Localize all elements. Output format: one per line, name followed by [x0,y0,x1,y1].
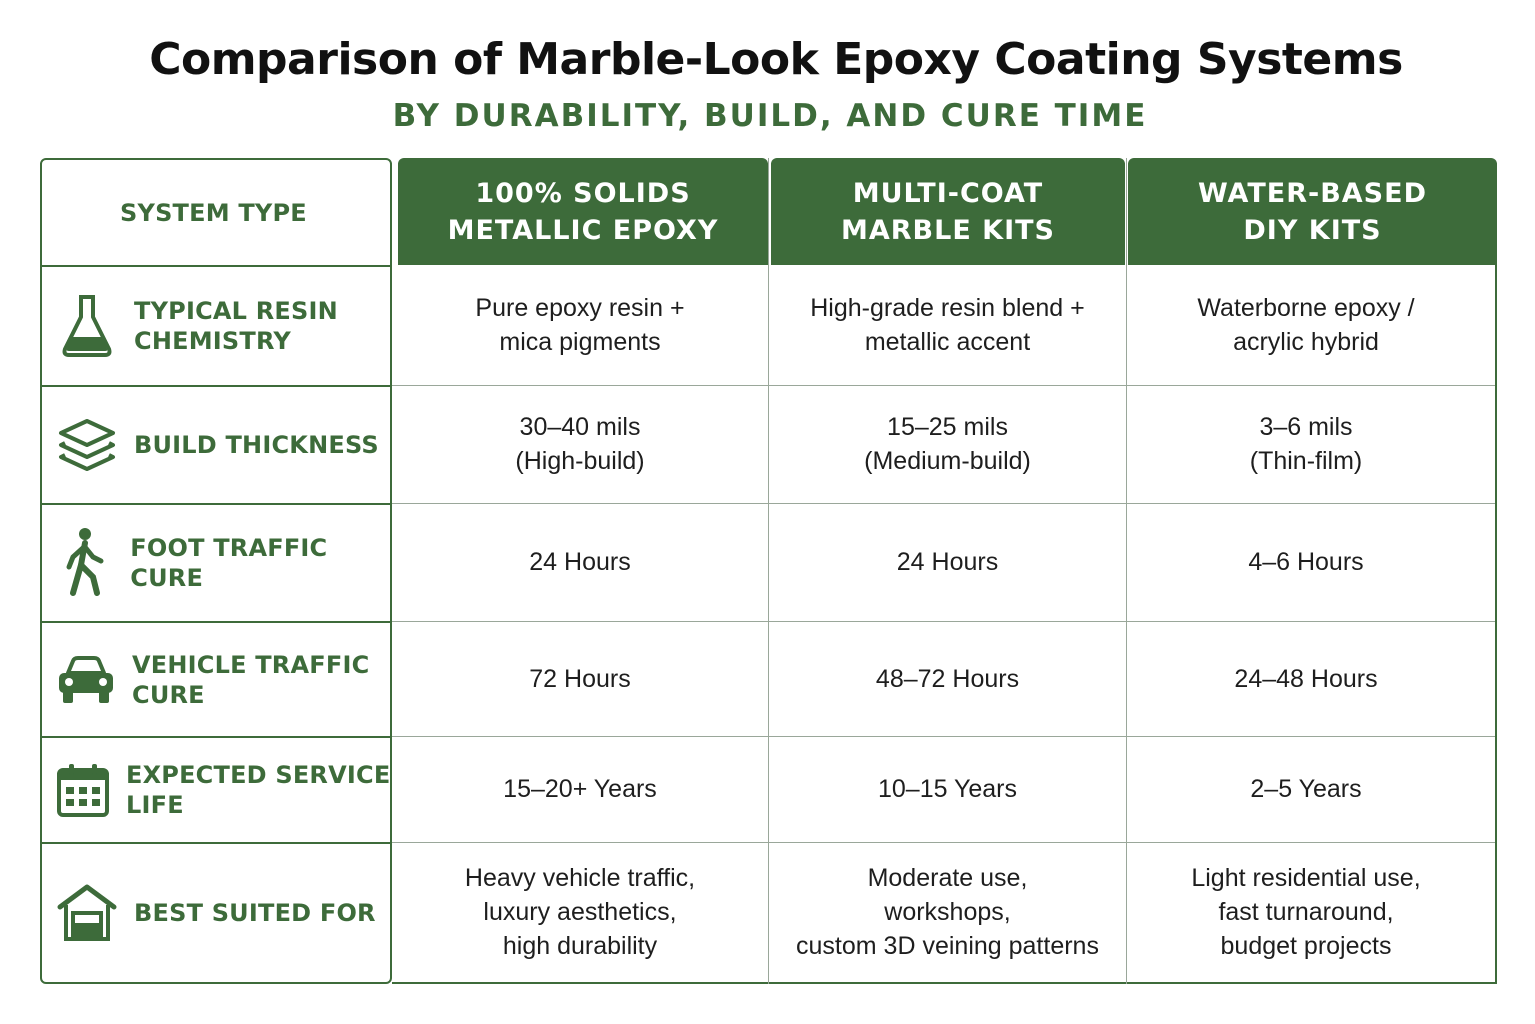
row-label-text: EXPECTED SERVICE LIFE [126,761,391,819]
row-divider [392,503,1495,504]
cell-thickness-multicoat: 15–25 mils (Medium-build) [769,385,1126,503]
cell-vehicle-waterbased: 24–48 Hours [1127,621,1485,736]
cell-line: luxury aesthetics, [483,898,677,926]
cell-line: Heavy vehicle traffic, [464,864,696,892]
cell-resin-waterbased: Waterborne epoxy / acrylic hybrid [1127,265,1485,385]
cell-line: mica pigments [499,328,661,356]
cell-line: acrylic hybrid [1233,328,1379,356]
cell-line: 72 Hours [529,664,631,693]
flask-icon [56,291,118,361]
cell-vehicle-multicoat: 48–72 Hours [769,621,1126,736]
cell-line: budget projects [1220,932,1392,960]
column-header-waterbased: WATER-BASED DIY KITS [1128,158,1497,265]
system-type-header: SYSTEM TYPE [42,160,392,267]
row-divider [392,736,1495,737]
calendar-icon [56,755,110,825]
cell-line: 24 Hours [529,548,631,576]
row-divider [392,842,1495,843]
cell-line: 15–25 mils [887,413,1008,441]
cell-line: 48–72 Hours [875,664,1020,693]
cell-resin-multicoat: High-grade resin blend + metallic accent [769,265,1126,385]
comparison-table: SYSTEM TYPE TYPICAL RESIN CHEMISTRY [40,158,1497,984]
column-header-line2: DIY KITS [1243,214,1382,246]
row-label-text: FOOT TRAFFIC CURE [130,534,328,592]
row-label-text: BUILD THICKNESS [134,431,379,459]
row-label-text: VEHICLE TRAFFIC CURE [132,650,370,709]
cell-suited-solids: Heavy vehicle traffic, luxury aesthetics… [392,842,768,982]
cell-line: Waterborne epoxy / [1197,294,1415,322]
walking-person-icon [56,528,114,598]
column-header-line2: MARBLE KITS [840,214,1055,246]
column-header-solids: 100% SOLIDS METALLIC EPOXY [398,158,768,265]
system-type-label: SYSTEM TYPE [120,198,307,227]
cell-foot-solids: 24 Hours [392,503,768,621]
cell-line: fast turnaround, [1218,898,1394,926]
cell-line: high durability [502,932,658,960]
cell-line: High-grade resin blend + [810,294,1085,322]
cell-line: 4–6 Hours [1248,548,1364,576]
cell-line: 24–48 Hours [1234,664,1378,693]
cell-line: metallic accent [864,328,1031,356]
column-header-multicoat: MULTI-COAT MARBLE KITS [771,158,1125,265]
cell-line: workshops, [884,898,1011,926]
data-grid: Pure epoxy resin + mica pigments High-gr… [392,158,1497,984]
cell-foot-multicoat: 24 Hours [769,503,1126,621]
cell-line: Moderate use, [867,864,1028,892]
cell-line: Pure epoxy resin + [475,294,685,322]
car-icon [56,645,116,715]
cell-line: 2–5 Years [1250,775,1362,803]
column-header-line2: METALLIC EPOXY [447,214,719,246]
column-divider [768,158,769,984]
cell-suited-multicoat: Moderate use, workshops, custom 3D veini… [769,842,1126,982]
row-label-resin-chemistry: TYPICAL RESIN CHEMISTRY [42,267,392,387]
page-subtitle: BY DURABILITY, BUILD, AND CURE TIME [392,98,1148,134]
cell-thickness-solids: 30–40 mils (High-build) [392,385,768,503]
cell-line: 3–6 mils [1259,413,1353,441]
row-label-line1: TYPICAL RESIN [134,297,338,325]
row-label-column: SYSTEM TYPE TYPICAL RESIN CHEMISTRY [40,158,392,984]
row-label-foot-traffic: FOOT TRAFFIC CURE [42,505,392,623]
cell-line: custom 3D veining patterns [796,932,1099,960]
column-header-line1: WATER-BASED [1197,177,1427,209]
row-label-service-life: EXPECTED SERVICE LIFE [42,738,392,844]
column-header-line1: MULTI-COAT [852,177,1044,209]
page-title: Comparison of Marble-Look Epoxy Coating … [149,34,1403,85]
cell-life-solids: 15–20+ Years [392,736,768,842]
cell-resin-solids: Pure epoxy resin + mica pigments [392,265,768,385]
cell-line: 30–40 mils [519,413,641,441]
column-divider [1126,158,1127,984]
row-label-line2: CHEMISTRY [134,327,291,355]
cell-foot-waterbased: 4–6 Hours [1127,503,1485,621]
cell-line: Light residential use, [1191,864,1421,892]
cell-line: (Thin-film) [1249,447,1363,475]
row-divider [392,621,1495,622]
layers-icon [56,410,118,480]
garage-icon [56,878,118,948]
row-label-text: BEST SUITED FOR [134,899,376,927]
cell-line: 15–20+ Years [503,775,657,803]
cell-vehicle-solids: 72 Hours [392,621,768,736]
cell-line: (Medium-build) [864,447,1031,475]
cell-life-waterbased: 2–5 Years [1127,736,1485,842]
cell-life-multicoat: 10–15 Years [769,736,1126,842]
row-divider [392,385,1495,386]
cell-thickness-waterbased: 3–6 mils (Thin-film) [1127,385,1485,503]
cell-line: 24 Hours [896,548,999,576]
cell-line: (High-build) [515,447,645,475]
row-label-best-suited: BEST SUITED FOR [42,844,392,982]
cell-suited-waterbased: Light residential use, fast turnaround, … [1127,842,1485,982]
cell-line: 10–15 Years [877,775,1018,803]
column-header-line1: 100% SOLIDS [475,177,691,209]
row-label-build-thickness: BUILD THICKNESS [42,387,392,505]
row-label-vehicle-traffic: VEHICLE TRAFFIC CURE [42,623,392,738]
